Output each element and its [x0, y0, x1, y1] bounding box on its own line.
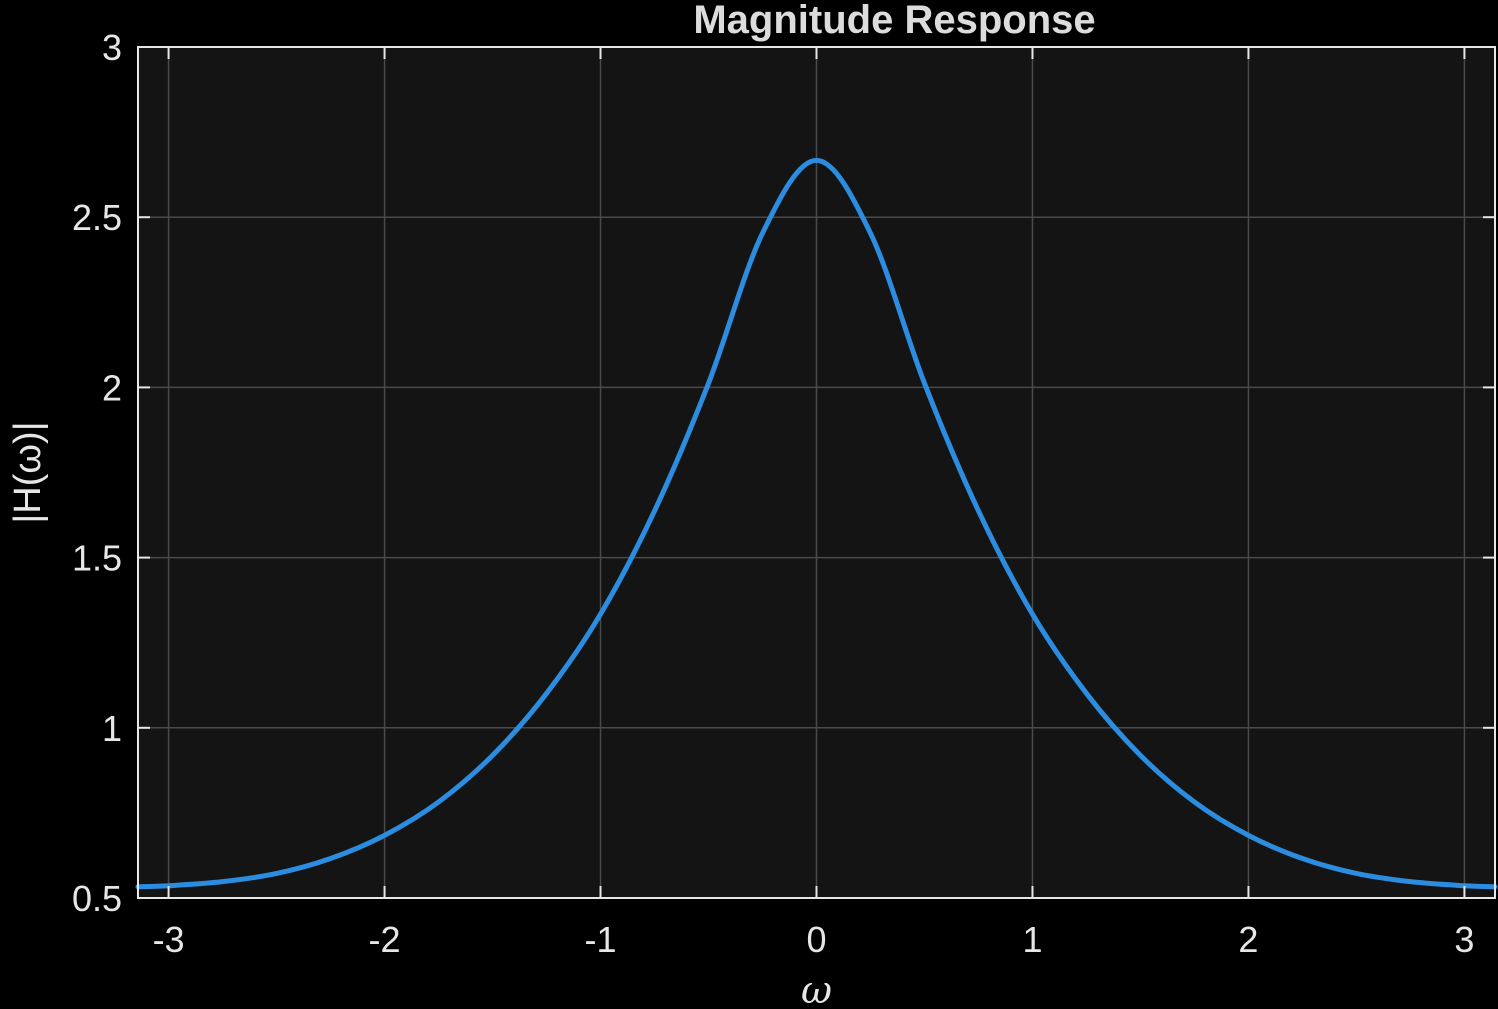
x-tick-label: 0	[806, 919, 826, 960]
y-tick-label: 1.5	[72, 538, 122, 579]
x-tick-label: 3	[1454, 919, 1474, 960]
magnitude-curve	[135, 157, 1498, 890]
y-tick-label: 3	[102, 27, 122, 68]
x-tick-label: -1	[585, 919, 617, 960]
y-tick-label: 1	[102, 708, 122, 749]
y-tick-label: 2	[102, 367, 122, 408]
x-axis-label: ω	[801, 968, 832, 1009]
chart-title: Magnitude Response	[693, 0, 1095, 42]
y-tick-label: 2.5	[72, 197, 122, 238]
x-tick-label: 2	[1238, 919, 1258, 960]
x-tick-label: -2	[369, 919, 401, 960]
x-tick-label: -3	[153, 919, 185, 960]
x-axis-ticks: -3 -2 -1 0 1 2 3	[153, 47, 1474, 960]
y-axis-label: |H(ω)|	[7, 421, 49, 523]
y-axis-ticks: 0.5 1 1.5 2 2.5 3	[72, 27, 1495, 919]
y-tick-label: 0.5	[72, 878, 122, 919]
x-tick-label: 1	[1022, 919, 1042, 960]
